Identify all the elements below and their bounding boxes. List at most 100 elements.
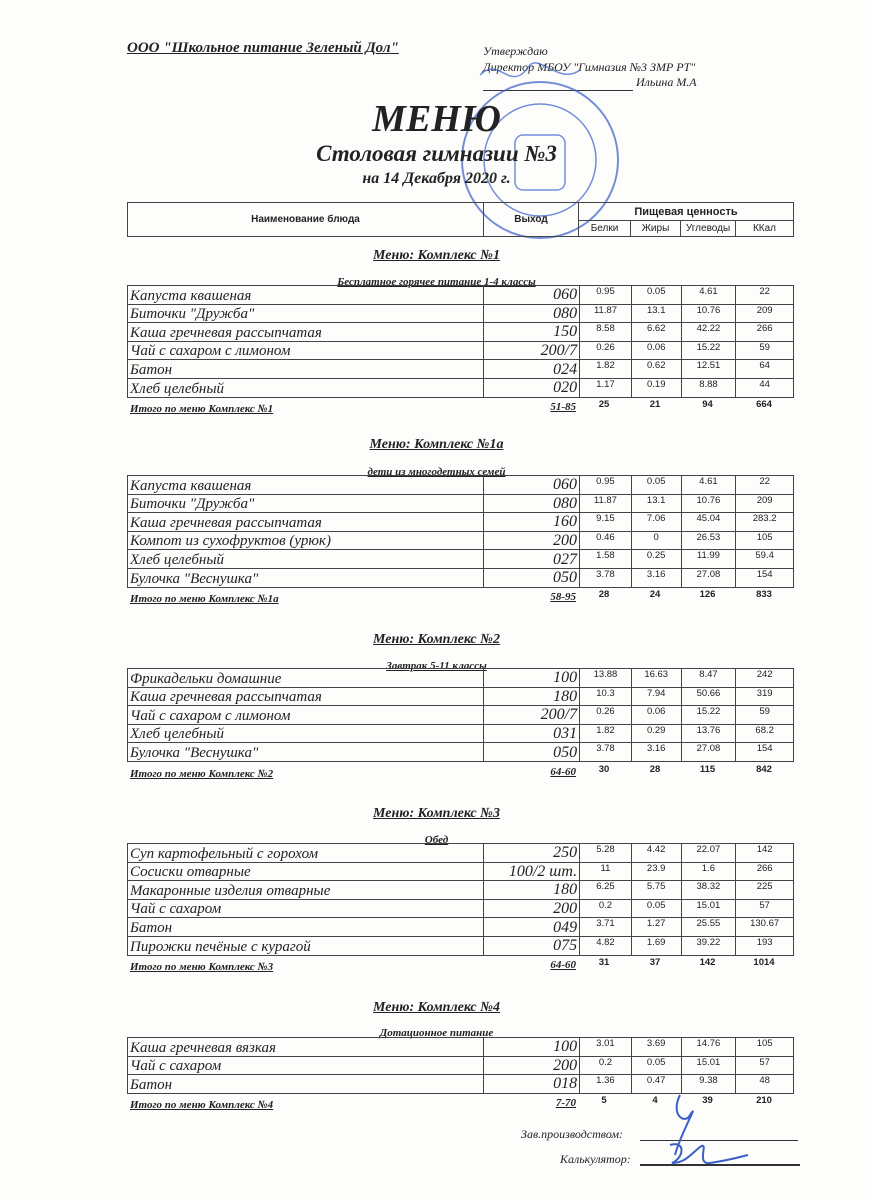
- carbs-cell: 4.61: [680, 285, 737, 305]
- total-kcal: 1014: [753, 957, 775, 969]
- fat-cell: 3.16: [630, 742, 682, 762]
- fat-cell: 3.69: [630, 1037, 682, 1057]
- carbs-cell: 11.99: [680, 549, 737, 569]
- protein-cell: 8.58: [579, 322, 632, 342]
- dish-output-cell: 027: [482, 549, 581, 569]
- dish-output-cell: 200/7: [482, 340, 581, 361]
- dish-output-cell: 100: [482, 1037, 581, 1057]
- protein-cell: 11.87: [579, 303, 632, 324]
- total-fat: 37: [649, 957, 661, 969]
- kcal-cell: 22: [735, 285, 794, 305]
- fat-cell: 1.27: [630, 917, 682, 937]
- carbs-cell: 1.6: [680, 861, 737, 882]
- calculator-label: Калькулятор:: [560, 1152, 631, 1166]
- dish-output-cell: 049: [482, 917, 581, 937]
- carbs-cell: 15.22: [680, 705, 737, 725]
- carbs-cell: 27.08: [680, 567, 737, 588]
- dish-name-cell: Чай с сахаром: [127, 1055, 484, 1076]
- carbs-cell: 39.22: [680, 935, 737, 956]
- total-carbs: 115: [699, 763, 716, 775]
- section-title: Меню: Комплекс №2: [373, 632, 500, 647]
- dish-output-cell: 100/2 шт.: [482, 861, 581, 882]
- carbs-cell: 22.07: [680, 843, 737, 863]
- dish-name-cell: Булочка "Веснушка": [127, 567, 484, 588]
- fat-cell: 0: [630, 530, 682, 551]
- kcal-cell: 57: [735, 898, 794, 919]
- kcal-cell: 22: [735, 475, 794, 495]
- dish-name-cell: Булочка "Веснушка": [127, 742, 484, 762]
- dish-output-cell: 200/7: [482, 705, 581, 725]
- kcal-cell: 154: [735, 742, 794, 762]
- kcal-cell: 242: [735, 668, 794, 688]
- table-row: Чай с сахаром с лимоном 200/7 0.26 0.06 15.2…: [127, 340, 794, 361]
- protein-cell: 1.82: [579, 723, 632, 744]
- kcal-cell: 57: [735, 1055, 794, 1076]
- total-output: 64-60: [550, 765, 576, 778]
- dish-output-cell: 200: [482, 1055, 581, 1076]
- carbs-cell: 45.04: [680, 512, 737, 532]
- table-row: Капуста квашеная 060 0.95 0.05 4.61 22: [127, 475, 794, 495]
- total-output: 51-85: [550, 401, 576, 414]
- carbs-cell: 38.32: [680, 880, 737, 900]
- menu-table: Суп картофельный с горохом 250 5.28 4.42 22.…: [127, 843, 794, 956]
- dish-output-cell: 200: [482, 530, 581, 551]
- carbs-cell: 10.76: [680, 493, 737, 514]
- dish-name-cell: Компот из сухофруктов (урюк): [127, 530, 484, 551]
- column-kcal-header: ККал: [735, 220, 794, 237]
- table-row: Хлеб целебный 027 1.58 0.25 11.99 59.4: [127, 549, 794, 569]
- dish-name-cell: Капуста квашеная: [127, 285, 484, 305]
- total-kcal: 833: [756, 589, 772, 601]
- dish-name-cell: Капуста квашеная: [127, 475, 484, 495]
- section-subtitle: Дотационное питание: [379, 1027, 494, 1039]
- protein-cell: 4.82: [579, 935, 632, 956]
- table-row: Каша гречневая рассыпчатая 150 8.58 6.62 42.…: [127, 322, 794, 342]
- table-row: Хлеб целебный 020 1.17 0.19 8.88 44: [127, 377, 794, 398]
- fat-cell: 0.62: [630, 359, 682, 379]
- total-carbs: 142: [699, 957, 716, 969]
- fat-cell: 0.05: [630, 898, 682, 919]
- kcal-cell: 142: [735, 843, 794, 863]
- document-subtitle: Столовая гимназии №3: [316, 141, 557, 166]
- protein-cell: 1.82: [579, 359, 632, 379]
- fat-cell: 0.05: [630, 285, 682, 305]
- protein-cell: 11.87: [579, 493, 632, 514]
- table-row: Чай с сахаром с лимоном 200/7 0.26 0.06 15.2…: [127, 705, 794, 725]
- protein-cell: 5.28: [579, 843, 632, 863]
- fat-cell: 23.9: [630, 861, 682, 882]
- table-row: Батон 049 3.71 1.27 25.55 130.67: [127, 917, 794, 937]
- dish-output-cell: 024: [482, 359, 581, 379]
- fat-cell: 6.62: [630, 322, 682, 342]
- carbs-cell: 15.01: [680, 898, 737, 919]
- carbs-cell: 15.22: [680, 340, 737, 361]
- kcal-cell: 209: [735, 493, 794, 514]
- table-row: Сосиски отварные 100/2 шт. 11 23.9 1.6 266: [127, 861, 794, 882]
- table-row: Пирожки печёные с курагой 075 4.82 1.69 39.2…: [127, 935, 794, 956]
- dish-output-cell: 031: [482, 723, 581, 744]
- protein-cell: 3.78: [579, 742, 632, 762]
- protein-cell: 0.95: [579, 285, 632, 305]
- protein-cell: 0.2: [579, 898, 632, 919]
- dish-output-cell: 060: [482, 475, 581, 495]
- total-kcal: 210: [756, 1095, 772, 1107]
- kcal-cell: 48: [735, 1074, 794, 1094]
- kcal-cell: 105: [735, 530, 794, 551]
- total-label: Итого по меню Комплекс №1: [130, 403, 274, 416]
- table-row: Хлеб целебный 031 1.82 0.29 13.76 68.2: [127, 723, 794, 744]
- section-subtitle: Обед: [424, 834, 449, 846]
- section-title: Меню: Комплекс №1: [373, 248, 500, 263]
- protein-cell: 1.58: [579, 549, 632, 569]
- fat-cell: 0.05: [630, 475, 682, 495]
- table-row: Булочка "Веснушка" 050 3.78 3.16 27.08 154: [127, 742, 794, 762]
- dish-name-cell: Чай с сахаром с лимоном: [127, 340, 484, 361]
- total-fat: 21: [649, 399, 661, 411]
- kcal-cell: 266: [735, 861, 794, 882]
- section-title: Меню: Комплекс №1а: [369, 437, 504, 452]
- dish-output-cell: 020: [482, 377, 581, 398]
- total-output: 7-70: [555, 1097, 576, 1110]
- dish-output-cell: 018: [482, 1074, 581, 1094]
- dish-name-cell: Хлеб целебный: [127, 549, 484, 569]
- dish-name-cell: Пирожки печёные с курагой: [127, 935, 484, 956]
- table-row: Капуста квашеная 060 0.95 0.05 4.61 22: [127, 285, 794, 305]
- kcal-cell: 59.4: [735, 549, 794, 569]
